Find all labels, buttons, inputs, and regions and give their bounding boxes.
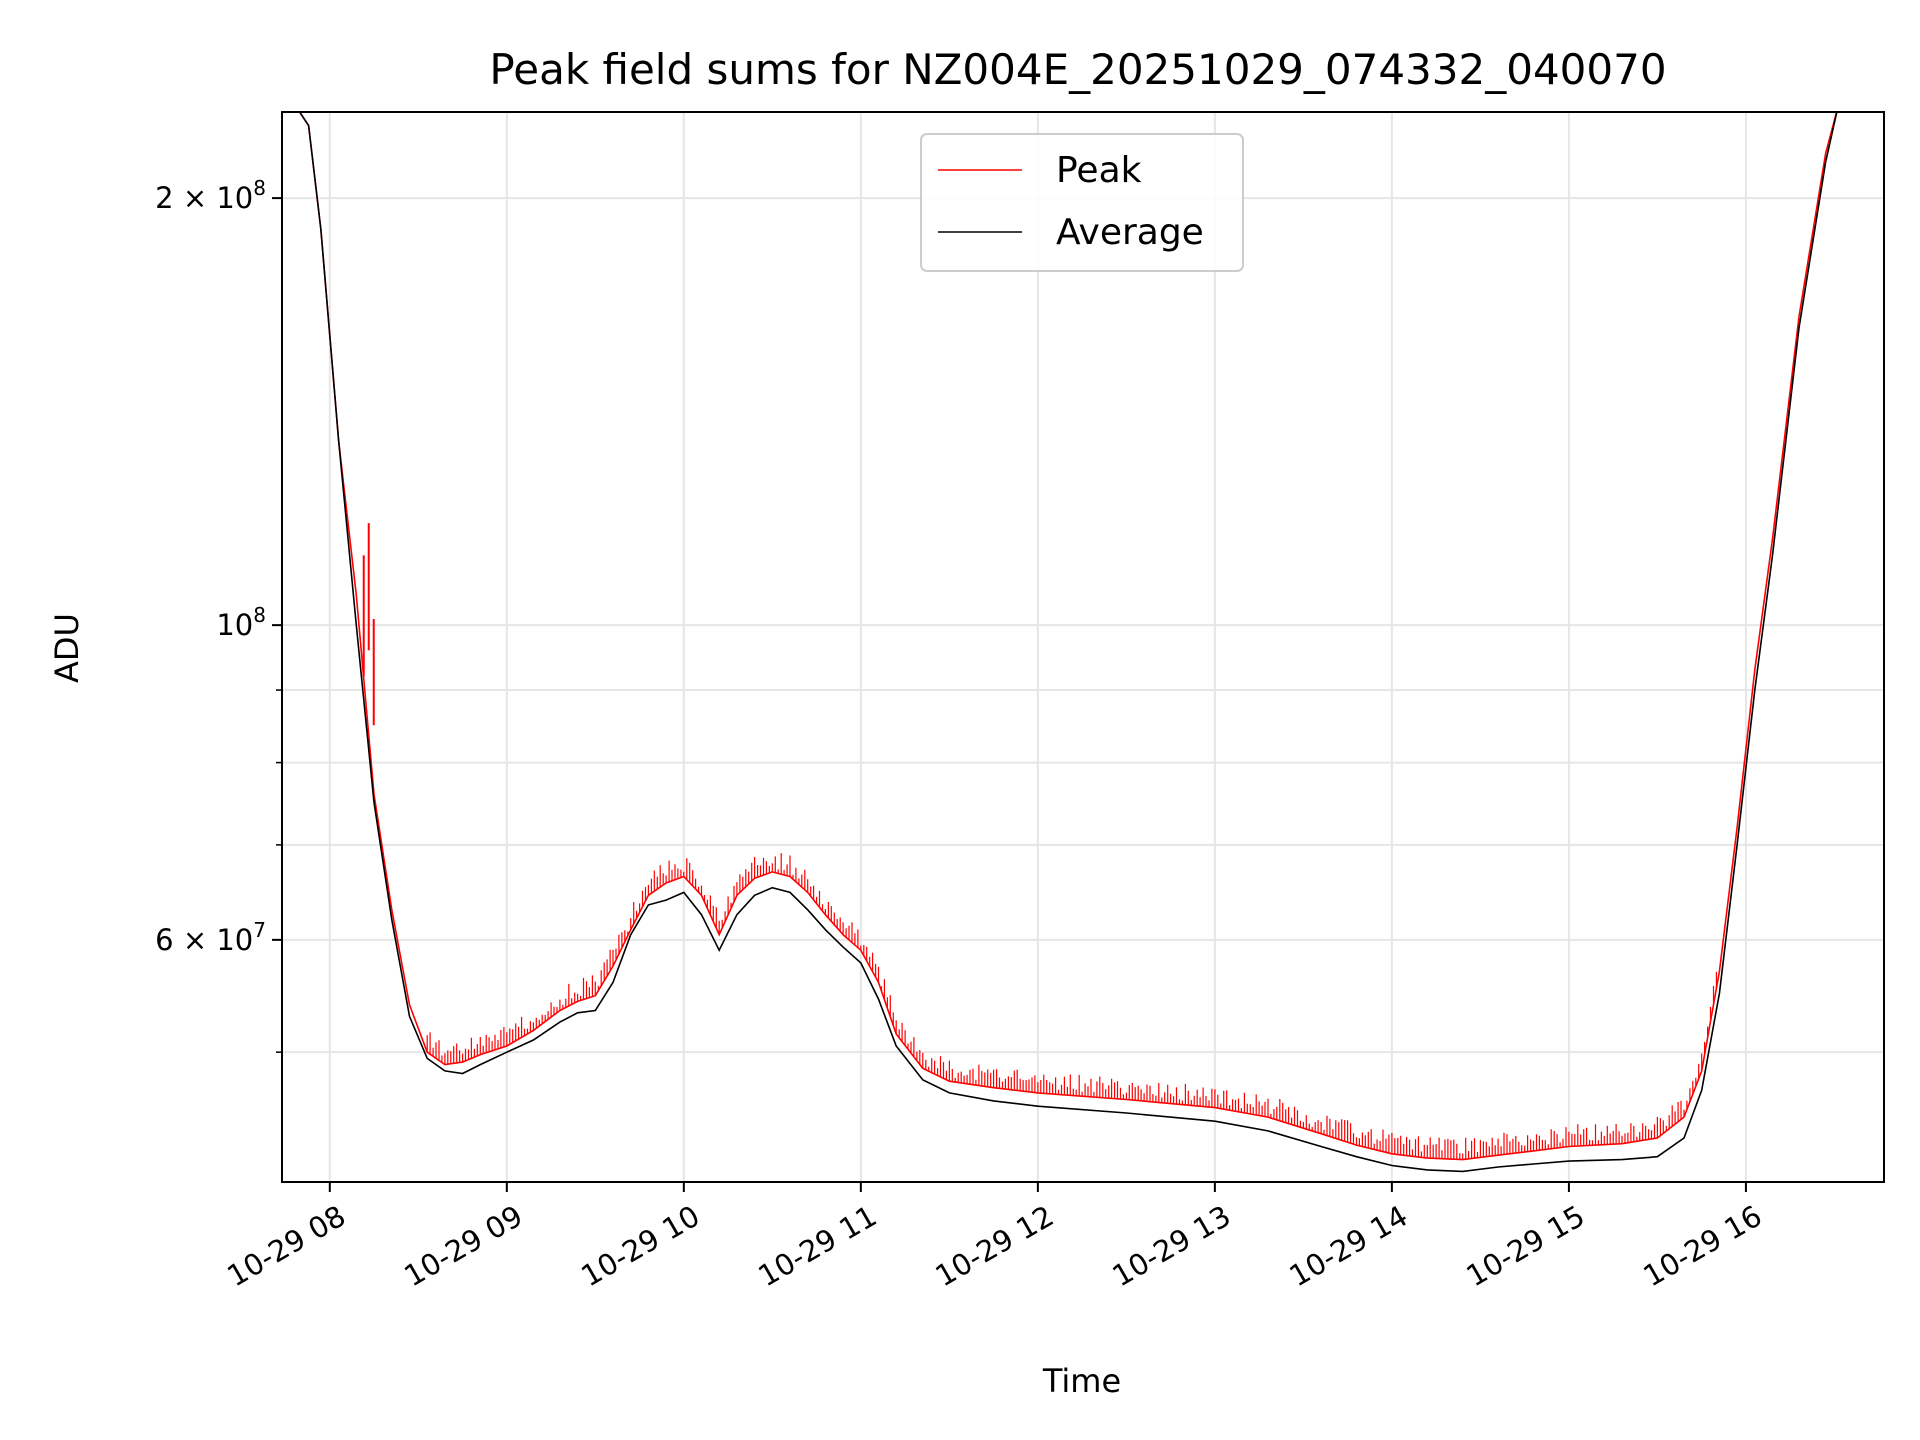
legend: Peak Average <box>920 133 1244 272</box>
peak-spikes <box>948 1060 992 1088</box>
peak-spikes <box>532 1002 558 1031</box>
y-tick-exponent: 7 <box>253 918 266 942</box>
peak-spikes <box>1125 1082 1213 1108</box>
peak-spikes <box>789 855 806 890</box>
peak-spikes <box>1683 1063 1700 1118</box>
series-layer <box>298 112 1838 1173</box>
y-tick-mantissa: 2 <box>155 181 173 215</box>
peak-spikes <box>1267 1098 1319 1133</box>
y-tick-times: × 10 <box>174 181 254 215</box>
peak-spikes <box>877 966 894 1026</box>
chart-title: Peak field sums for NZ004E_20251029_0743… <box>489 45 1666 94</box>
y-tick-exponent: 8 <box>253 176 266 200</box>
x-axis-label: Time <box>1042 1362 1121 1400</box>
y-tick-exponent: 8 <box>253 603 266 627</box>
y-tick-label: 2 × 108 <box>155 176 266 215</box>
peak-spikes <box>718 885 735 935</box>
peak-spikes <box>922 1052 947 1080</box>
peak-spikes <box>736 862 753 896</box>
y-tick-base: 10 <box>216 608 253 642</box>
peak-spikes <box>630 887 647 930</box>
peak-spikes <box>807 879 824 911</box>
peak-burst <box>362 523 375 726</box>
peak-spikes <box>700 885 717 929</box>
y-tick-label: 108 <box>216 603 266 642</box>
peak-spikes <box>860 945 877 977</box>
peak-spikes <box>462 1037 478 1063</box>
grid <box>282 112 1884 1182</box>
peak-spikes <box>479 1027 505 1055</box>
legend-box <box>920 133 1244 272</box>
series-peak-line <box>298 112 1838 1161</box>
peak-spikes <box>1497 1132 1532 1156</box>
plot-frame <box>281 111 1885 1183</box>
series-average-line <box>298 112 1838 1173</box>
peak-spikes <box>993 1069 1036 1093</box>
peak-spikes <box>426 1032 443 1063</box>
peak-spikes <box>559 983 576 1011</box>
peak-spikes <box>754 856 770 879</box>
peak-spikes <box>1462 1137 1496 1160</box>
peak-spikes <box>647 865 664 896</box>
peak-spikes <box>1621 1123 1656 1144</box>
peak-spikes <box>1037 1074 1124 1100</box>
peak-spikes <box>895 1020 921 1065</box>
peak-spikes <box>506 1016 531 1046</box>
peak-spikes <box>824 902 841 932</box>
peak-spikes <box>665 860 682 883</box>
legend-label-average: Average <box>1056 212 1204 253</box>
peak-noise <box>362 523 1717 1160</box>
y-axis-label: ADU <box>48 613 86 683</box>
peak-spikes <box>444 1043 461 1065</box>
peak-spikes <box>1701 971 1717 1071</box>
y-tick-mantissa: 6 <box>155 923 173 957</box>
peak-spikes <box>771 853 788 876</box>
peak-spikes <box>1214 1089 1266 1117</box>
peak-spikes <box>683 858 700 893</box>
peak-spikes <box>842 922 859 948</box>
y-tick-times: × 10 <box>174 923 254 957</box>
peak-spikes <box>1355 1129 1390 1153</box>
peak-spikes <box>612 930 629 967</box>
y-tick-label: 6 × 107 <box>155 918 266 957</box>
peak-spikes <box>1656 1100 1682 1138</box>
legend-label-peak: Peak <box>1056 150 1142 191</box>
peak-spikes <box>1426 1137 1461 1160</box>
peak-spikes <box>1568 1124 1620 1147</box>
peak-spikes <box>594 949 611 996</box>
peak-spikes <box>1320 1115 1355 1145</box>
peak-spikes <box>577 975 593 1002</box>
peak-spikes <box>1391 1133 1425 1158</box>
peak-spikes <box>1532 1127 1567 1151</box>
